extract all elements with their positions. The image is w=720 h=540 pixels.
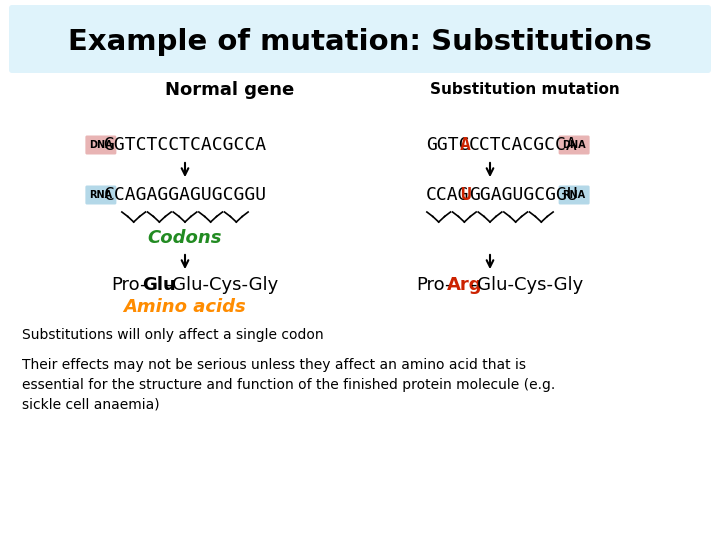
Text: Substitution mutation: Substitution mutation <box>430 83 620 98</box>
Text: Substitutions will only affect a single codon: Substitutions will only affect a single … <box>22 328 323 342</box>
Text: -Glu-Cys-Gly: -Glu-Cys-Gly <box>166 276 279 294</box>
Text: GGTC: GGTC <box>426 136 469 154</box>
Text: U: U <box>460 186 471 204</box>
FancyBboxPatch shape <box>86 186 117 205</box>
Text: RNA: RNA <box>562 190 585 200</box>
Text: GGAGUGCGGU: GGAGUGCGGU <box>469 186 577 204</box>
Text: GGTCTCCTCACGCCA: GGTCTCCTCACGCCA <box>104 136 266 154</box>
Text: A: A <box>460 136 471 154</box>
Text: Normal gene: Normal gene <box>165 81 294 99</box>
Text: CCAGAGGAGUGCGGU: CCAGAGGAGUGCGGU <box>104 186 266 204</box>
Text: DNA: DNA <box>89 140 113 150</box>
Text: essential for the structure and function of the finished protein molecule (e.g.: essential for the structure and function… <box>22 378 555 392</box>
Text: Pro-: Pro- <box>416 276 451 294</box>
Text: Their effects may not be serious unless they affect an amino acid that is: Their effects may not be serious unless … <box>22 358 526 372</box>
FancyBboxPatch shape <box>86 136 117 154</box>
FancyBboxPatch shape <box>9 5 711 73</box>
Text: DNA: DNA <box>562 140 586 150</box>
Text: Pro-: Pro- <box>111 276 146 294</box>
Text: -Glu-Cys-Gly: -Glu-Cys-Gly <box>470 276 584 294</box>
Text: sickle cell anaemia): sickle cell anaemia) <box>22 398 160 412</box>
Text: Codons: Codons <box>148 229 222 247</box>
Text: Glu: Glu <box>142 276 176 294</box>
Text: Amino acids: Amino acids <box>124 298 246 316</box>
FancyBboxPatch shape <box>559 136 590 154</box>
Text: Example of mutation: Substitutions: Example of mutation: Substitutions <box>68 28 652 56</box>
Text: Arg: Arg <box>447 276 482 294</box>
FancyBboxPatch shape <box>559 186 590 205</box>
Text: RNA: RNA <box>89 190 112 200</box>
Text: CCAG: CCAG <box>426 186 469 204</box>
Text: CCTCACGCCA: CCTCACGCCA <box>469 136 577 154</box>
